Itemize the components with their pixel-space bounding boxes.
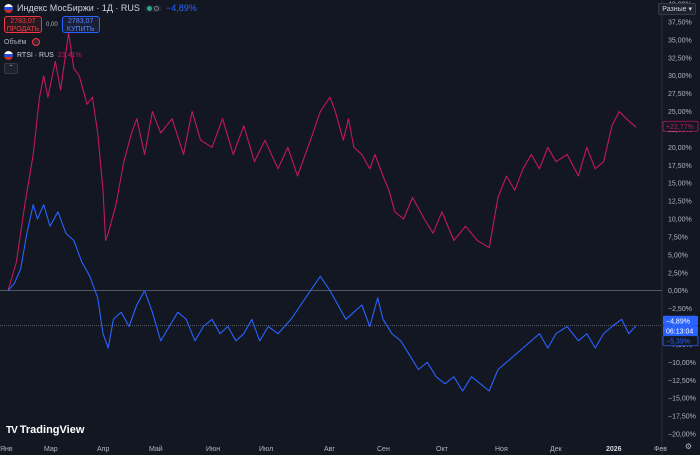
x-tick-label: Окт	[436, 446, 449, 453]
tradingview-logo[interactable]: TV TradingView	[6, 424, 84, 436]
countdown-tag-bg	[663, 325, 698, 336]
y-tick-label: 30,00%	[668, 73, 692, 80]
compare-change: 23,41%	[57, 52, 82, 59]
y-tick-label: 27,50%	[668, 91, 692, 98]
x-tick-label: Апр	[97, 446, 109, 453]
y-tick-label: 15,00%	[668, 181, 692, 188]
y-tick-label: 10,00%	[668, 217, 692, 224]
x-tick-label: Сен	[377, 446, 390, 453]
y-tick-label: 0,00%	[668, 288, 688, 295]
price-tag-rtsi: +22,77%	[662, 120, 699, 132]
series-line-moex	[7, 204, 637, 392]
gear-icon[interactable]: ⚙	[684, 442, 692, 451]
volume-label: Объём	[4, 38, 27, 46]
price-tag-rtsi-bg	[662, 120, 699, 132]
y-tick-label: −2,50%	[668, 306, 692, 313]
x-tick-label: 2026	[606, 446, 622, 453]
y-tick-label: −12,50%	[668, 378, 696, 385]
y-tick-label: 25,00%	[668, 109, 692, 116]
chevron-up-icon: ⌃	[8, 65, 14, 71]
x-tick-label: Май	[149, 445, 163, 453]
y-tick-label: 32,50%	[668, 55, 692, 62]
x-tick-label: Июл	[259, 446, 273, 453]
price-tag-moex: −4,89%	[663, 315, 698, 326]
compare-symbol: RTSI · RUS	[17, 52, 54, 59]
x-tick-label: Янв	[0, 446, 13, 453]
symbol-title[interactable]: Индекс МосБиржи · 1Д · RUS	[17, 3, 140, 13]
tradingview-mark-icon: TV	[6, 424, 18, 436]
y-tick-label: 37,50%	[668, 19, 692, 26]
y-tick-label: −20,00%	[668, 432, 696, 439]
price-tag-rtsi-text: +22,77%	[666, 124, 694, 131]
x-tick-label: Июн	[206, 446, 220, 453]
y-tick-label: −15,00%	[668, 396, 696, 403]
y-tick-label: 7,50%	[668, 234, 688, 241]
y-tick-label: 5,00%	[668, 252, 688, 259]
countdown-tag-text: 06:13:04	[666, 328, 693, 335]
hidden-eye-icon[interactable]	[32, 38, 41, 46]
price-tag-moex-text: −4,89%	[666, 318, 690, 325]
price-tag-moex-prev-bg	[662, 335, 699, 347]
price-tag-moex-prev-text: −5,39%	[666, 338, 690, 345]
buy-price: 2783,07	[68, 18, 94, 25]
russia-flag-icon	[4, 51, 13, 60]
y-tick-label: 12,50%	[668, 199, 692, 206]
x-tick-label: Фев	[654, 446, 667, 453]
scale-mode-label: Разные	[662, 6, 687, 13]
y-tick-label: 35,00%	[668, 37, 692, 44]
x-tick-label: Мар	[44, 446, 58, 453]
trade-panel: 2783,07 ПРОДАТЬ 0,00 2783,07 КУПИТЬ	[4, 16, 100, 33]
market-status[interactable]	[143, 4, 162, 12]
buy-label: КУПИТЬ	[66, 26, 95, 33]
market-open-dot-icon	[146, 5, 152, 11]
y-tick-label: 17,50%	[668, 163, 692, 170]
series-line-rtsi	[7, 32, 637, 291]
symbol-change: −4,89%	[165, 3, 197, 13]
sell-button[interactable]: 2783,07 ПРОДАТЬ	[4, 16, 42, 33]
scale-mode-button[interactable]: Разные ▾	[658, 3, 696, 15]
volume-legend[interactable]: Объём	[4, 38, 41, 46]
x-tick-label: Авг	[324, 446, 335, 453]
buy-button[interactable]: 2783,07 КУПИТЬ	[61, 16, 100, 33]
chevron-down-icon: ▾	[688, 6, 692, 13]
sell-price: 2783,07	[10, 18, 36, 25]
y-tick-label: −17,50%	[668, 414, 696, 421]
y-tick-label: −10,00%	[668, 360, 696, 367]
symbol-header[interactable]: Индекс МосБиржи · 1Д · RUS −4,89%	[4, 3, 197, 13]
status-circle-icon	[153, 5, 159, 11]
y-tick-label: 2,50%	[668, 270, 688, 277]
y-tick-label: 20,00%	[668, 145, 692, 152]
countdown-tag: 06:13:04	[663, 325, 698, 336]
collapse-legend-button[interactable]: ⌃	[4, 63, 18, 74]
x-tick-label: Дек	[550, 446, 563, 453]
spread-value: 0,00	[46, 21, 58, 28]
sell-label: ПРОДАТЬ	[6, 26, 40, 33]
tradingview-wordmark: TradingView	[19, 424, 85, 436]
x-tick-label: Ноя	[495, 446, 508, 453]
price-tag-moex-prev: −5,39%	[662, 335, 699, 347]
compare-legend[interactable]: RTSI · RUS 23,41%	[4, 51, 82, 60]
price-tag-moex-bg	[663, 315, 698, 326]
russia-flag-icon	[4, 3, 13, 13]
